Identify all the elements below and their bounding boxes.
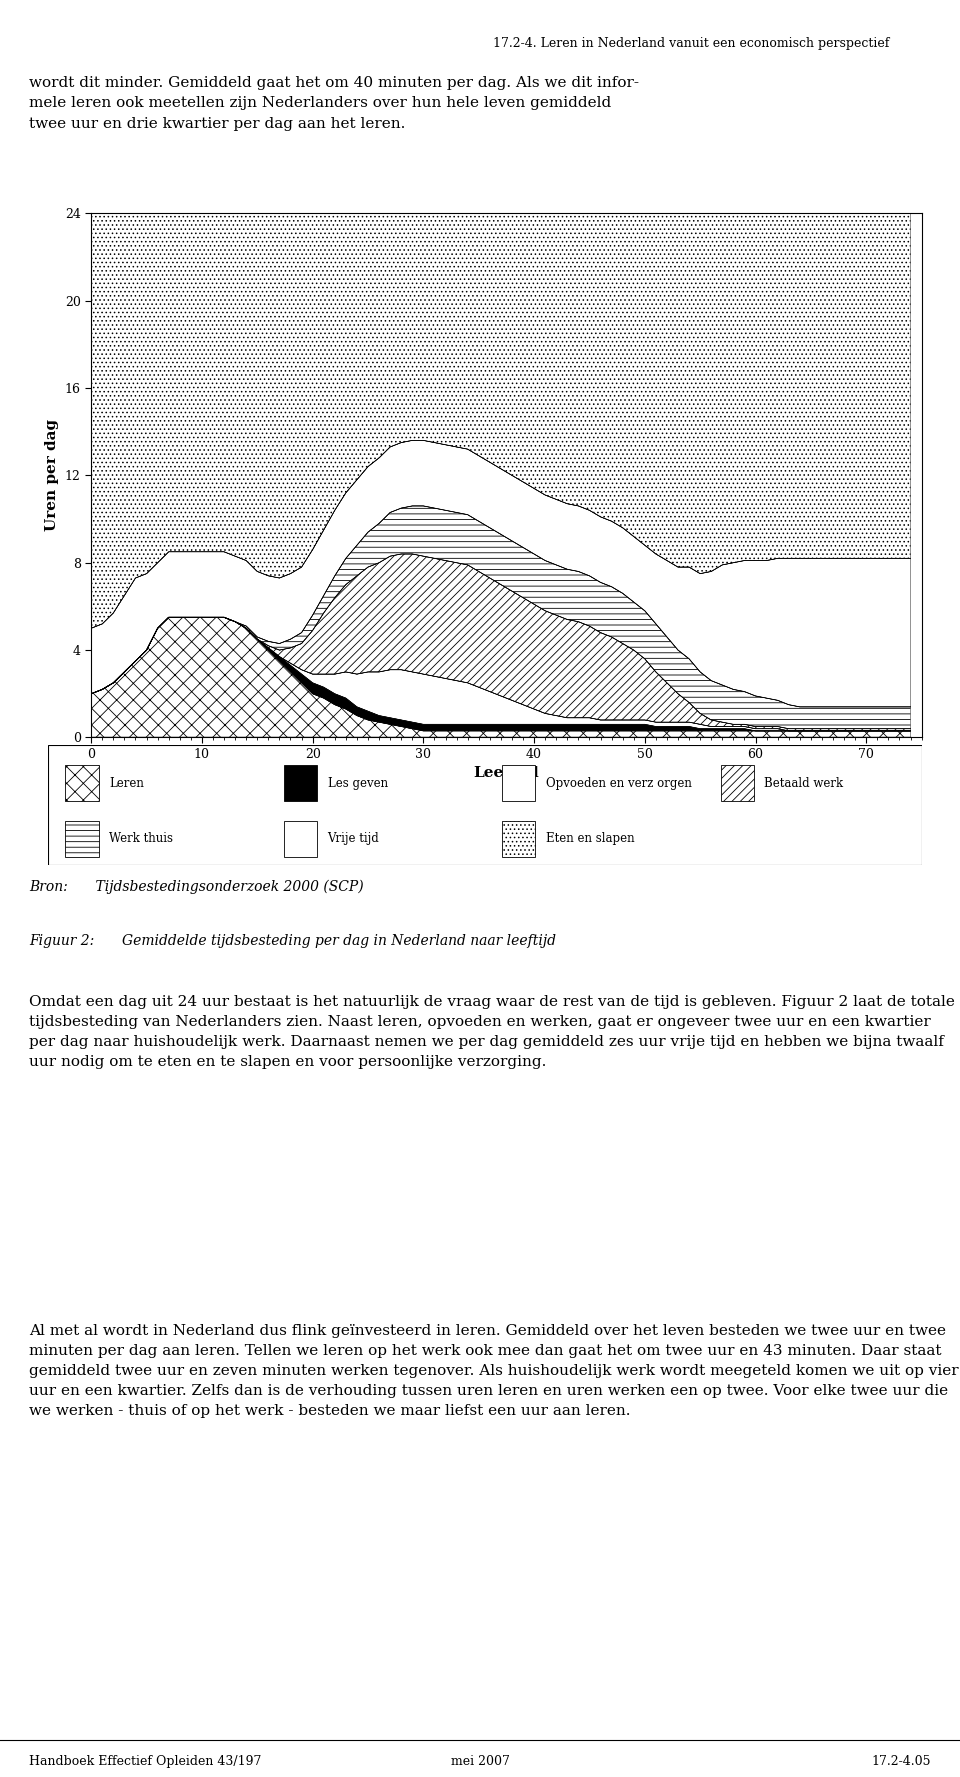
Text: Les geven: Les geven <box>327 777 388 789</box>
Text: Betaald werk: Betaald werk <box>764 777 844 789</box>
Text: wordt dit minder. Gemiddeld gaat het om 40 minuten per dag. Als we dit infor-
me: wordt dit minder. Gemiddeld gaat het om … <box>29 76 638 130</box>
Text: Omdat een dag uit 24 uur bestaat is het natuurlijk de vraag waar de rest van de : Omdat een dag uit 24 uur bestaat is het … <box>29 995 954 1070</box>
Bar <box>284 821 317 857</box>
Text: Leren: Leren <box>109 777 144 789</box>
Text: mei 2007: mei 2007 <box>450 1756 510 1768</box>
Text: 17.2-4. Leren in Nederland vanuit een economisch perspectief: 17.2-4. Leren in Nederland vanuit een ec… <box>493 37 889 50</box>
Bar <box>721 766 754 801</box>
Text: 17.2-4.05: 17.2-4.05 <box>872 1756 931 1768</box>
Y-axis label: Uren per dag: Uren per dag <box>45 419 60 531</box>
Bar <box>502 821 536 857</box>
Bar <box>65 766 99 801</box>
Text: Bron:  Tijdsbestedingsonderzoek 2000 (SCP): Bron: Tijdsbestedingsonderzoek 2000 (SCP… <box>29 880 364 894</box>
Bar <box>284 766 317 801</box>
Text: Eten en slapen: Eten en slapen <box>546 832 635 846</box>
Bar <box>502 766 536 801</box>
Bar <box>65 821 99 857</box>
Text: Werk thuis: Werk thuis <box>109 832 173 846</box>
X-axis label: Leeftijd: Leeftijd <box>473 766 540 780</box>
Text: Opvoeden en verz orgen: Opvoeden en verz orgen <box>546 777 692 789</box>
Text: Al met al wordt in Nederland dus flink geïnvesteerd in leren. Gemiddeld over het: Al met al wordt in Nederland dus flink g… <box>29 1324 958 1418</box>
Text: Vrije tijd: Vrije tijd <box>327 832 379 846</box>
Text: Handboek Effectief Opleiden 43/197: Handboek Effectief Opleiden 43/197 <box>29 1756 261 1768</box>
Text: Figuur 2:  Gemiddelde tijdsbesteding per dag in Nederland naar leeftijd: Figuur 2: Gemiddelde tijdsbesteding per … <box>29 935 556 949</box>
